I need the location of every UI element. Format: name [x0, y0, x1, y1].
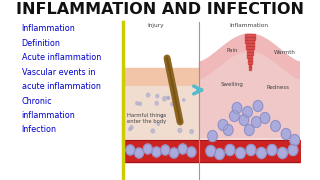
Circle shape — [190, 130, 193, 134]
Text: Acute inflammation: Acute inflammation — [22, 53, 101, 62]
Polygon shape — [199, 52, 300, 138]
Circle shape — [161, 145, 170, 155]
Circle shape — [208, 130, 217, 141]
Circle shape — [290, 134, 300, 145]
Circle shape — [243, 107, 252, 118]
Circle shape — [126, 145, 135, 155]
Circle shape — [143, 144, 152, 154]
Circle shape — [257, 147, 266, 159]
Circle shape — [139, 102, 141, 105]
Circle shape — [267, 145, 277, 156]
Circle shape — [281, 129, 291, 140]
Circle shape — [178, 128, 182, 132]
Circle shape — [129, 128, 131, 131]
Circle shape — [171, 102, 174, 106]
Circle shape — [253, 100, 263, 111]
Circle shape — [260, 112, 270, 123]
Circle shape — [167, 97, 170, 99]
Text: acute inflammation: acute inflammation — [22, 82, 100, 91]
Circle shape — [206, 145, 216, 156]
Text: Swelling: Swelling — [220, 82, 243, 87]
Polygon shape — [123, 68, 199, 86]
Circle shape — [147, 93, 150, 97]
Circle shape — [152, 147, 161, 157]
Circle shape — [278, 147, 287, 159]
Circle shape — [136, 102, 138, 105]
Text: Redness: Redness — [267, 85, 290, 90]
Circle shape — [288, 145, 298, 156]
Circle shape — [155, 101, 158, 105]
Circle shape — [271, 120, 280, 132]
Circle shape — [178, 144, 187, 154]
Circle shape — [157, 123, 160, 125]
Text: Vascular events in: Vascular events in — [22, 68, 95, 76]
Circle shape — [151, 129, 155, 133]
Text: Inflammation: Inflammation — [230, 23, 269, 28]
Circle shape — [161, 115, 164, 117]
Circle shape — [223, 125, 233, 136]
Circle shape — [130, 126, 133, 129]
Circle shape — [246, 145, 256, 156]
Circle shape — [167, 96, 169, 99]
Text: Injury: Injury — [147, 23, 164, 28]
Text: Definition: Definition — [22, 39, 60, 48]
Text: INFLAMMATION AND INFECTION: INFLAMMATION AND INFECTION — [16, 2, 304, 17]
Circle shape — [135, 148, 143, 158]
Text: Inflammation: Inflammation — [22, 24, 76, 33]
Circle shape — [173, 90, 177, 94]
Circle shape — [225, 145, 235, 156]
Circle shape — [236, 147, 245, 159]
Text: Warmth: Warmth — [273, 50, 295, 55]
Text: Chronic: Chronic — [22, 96, 52, 105]
Circle shape — [232, 102, 242, 114]
Polygon shape — [199, 34, 300, 80]
Circle shape — [239, 114, 249, 125]
Circle shape — [229, 111, 239, 122]
Text: inflammation: inflammation — [22, 111, 76, 120]
Circle shape — [252, 116, 261, 127]
Circle shape — [215, 148, 224, 159]
Text: Infection: Infection — [22, 125, 57, 134]
Circle shape — [187, 147, 196, 157]
Polygon shape — [123, 86, 199, 138]
Circle shape — [163, 97, 166, 101]
Text: Harmful things
enter the body: Harmful things enter the body — [127, 113, 167, 124]
Circle shape — [244, 125, 254, 136]
Circle shape — [156, 94, 159, 98]
Circle shape — [170, 148, 178, 158]
Text: Pain: Pain — [227, 48, 238, 53]
Circle shape — [218, 120, 228, 130]
Circle shape — [182, 98, 185, 101]
